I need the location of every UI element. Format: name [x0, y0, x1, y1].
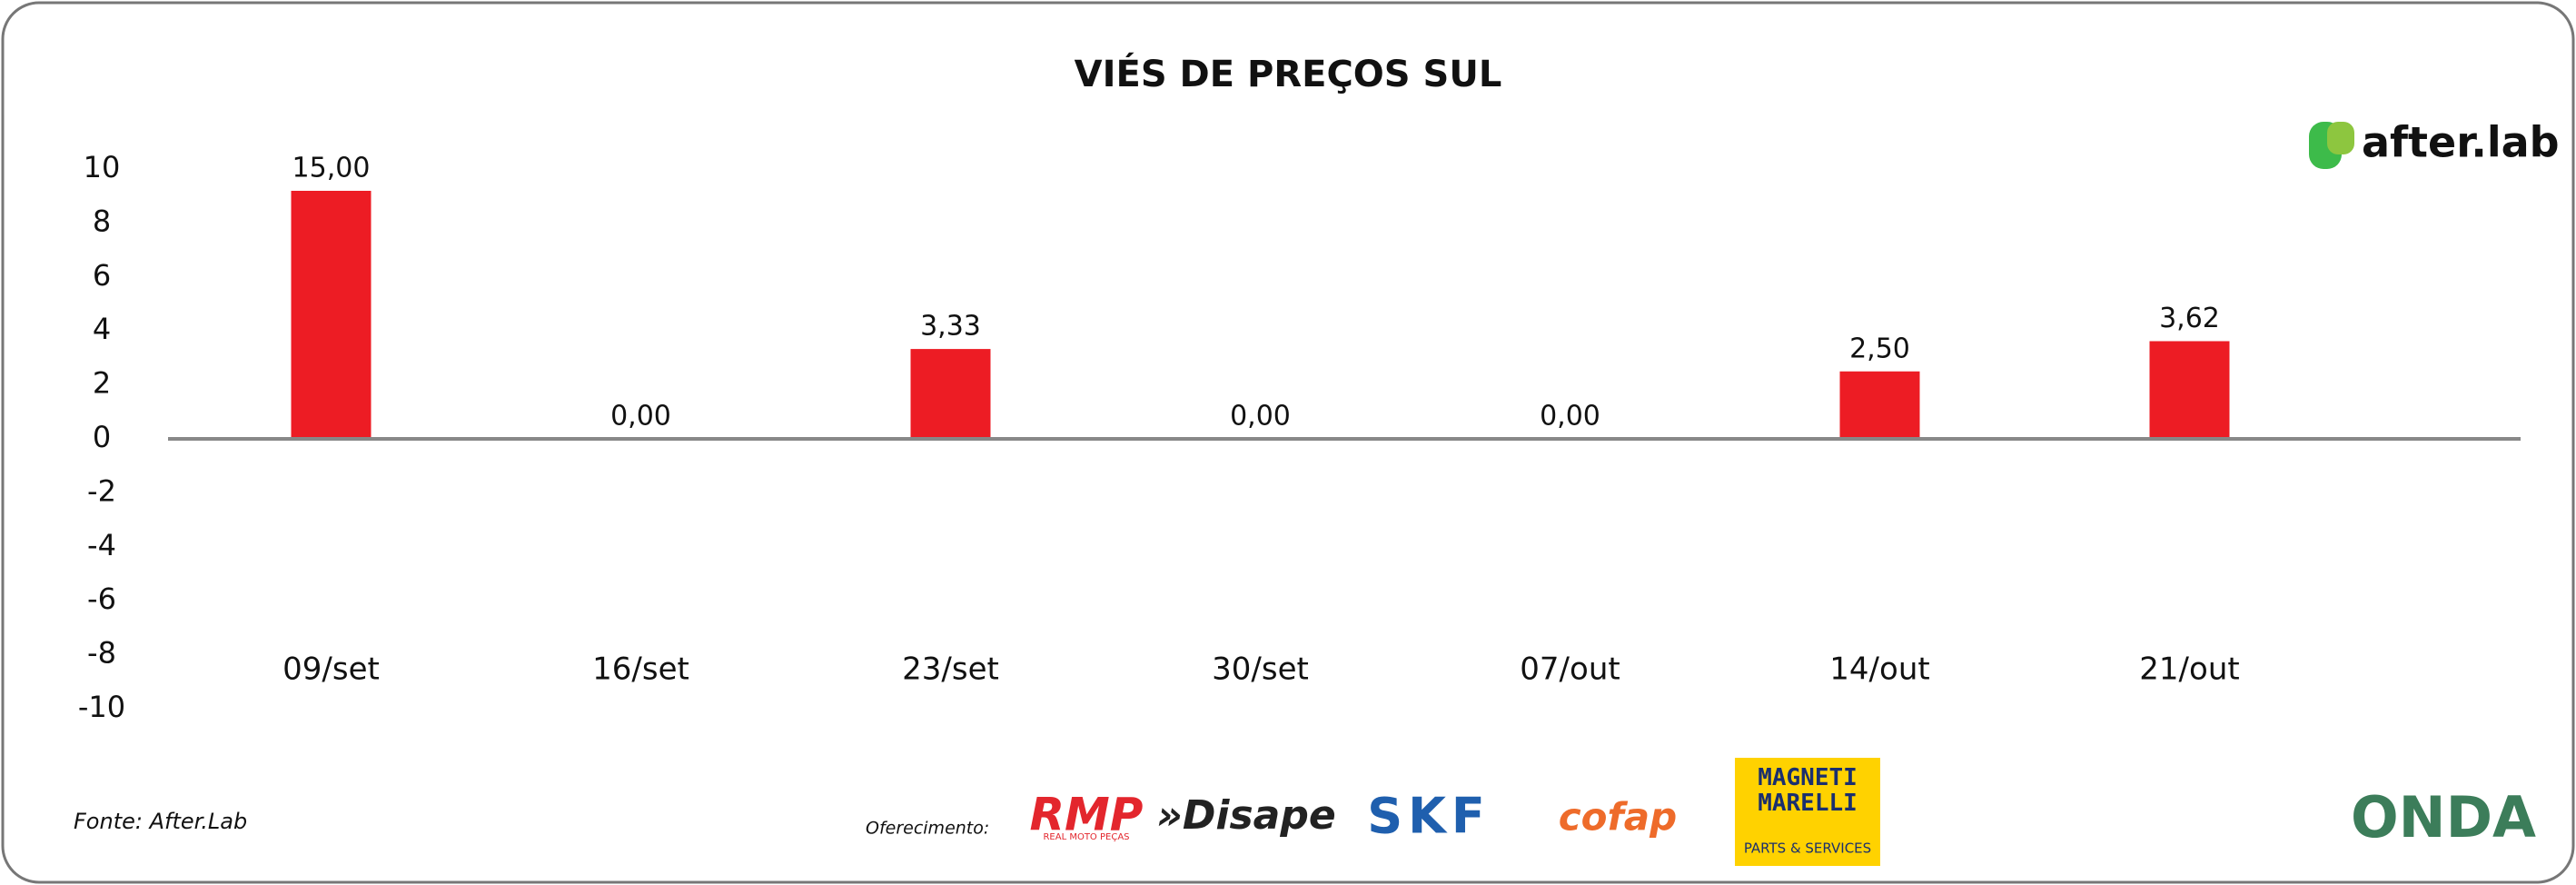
- y-tick-label: 10: [84, 150, 121, 184]
- y-tick-label: -6: [87, 582, 116, 616]
- value-label: 3,62: [2159, 303, 2220, 334]
- value-label: 0,00: [610, 401, 671, 433]
- x-tick-label: 14/out: [1829, 651, 1929, 688]
- logo-magneti: MAGNETI MARELLI: [1758, 765, 1858, 817]
- y-tick-label: -4: [87, 528, 116, 562]
- x-tick-label: 30/set: [1212, 651, 1309, 688]
- plot-area: [291, 191, 2230, 439]
- bar: [910, 349, 991, 439]
- logo-rmp-sub: REAL MOTO PEÇAS: [1043, 832, 1129, 842]
- x-tick-label: 21/out: [2139, 651, 2239, 688]
- logo-magneti-box: [1735, 758, 1880, 866]
- y-tick-label: 8: [93, 204, 111, 238]
- logo-disape: »Disape: [1156, 792, 1335, 839]
- value-label: 0,00: [1230, 401, 1291, 433]
- logo-onda: ONDA: [2351, 784, 2536, 850]
- value-label: 3,33: [920, 311, 981, 343]
- logo-skf: SKF: [1367, 788, 1491, 845]
- source: Fonte: After.Lab: [74, 809, 247, 834]
- logo-magneti-sub: PARTS & SERVICES: [1744, 840, 1871, 857]
- y-tick-label: -10: [78, 690, 125, 724]
- logo-cofap: cofap: [1559, 795, 1677, 840]
- logo-rmp: RMP: [1030, 789, 1144, 841]
- y-tick-label: -2: [87, 473, 116, 508]
- logo-shape: [2327, 122, 2354, 154]
- value-label: 0,00: [1540, 401, 1600, 433]
- chart-title: VIÉS DE PREÇOS SUL: [1075, 52, 1502, 95]
- x-tick-label: 09/set: [282, 651, 380, 688]
- x-tick-label: 23/set: [902, 651, 999, 688]
- bar: [1839, 371, 1920, 439]
- value-label: 2,50: [1849, 333, 1910, 364]
- logo-magneti-wrap: MAGNETI MARELLI: [1758, 765, 1858, 817]
- bar: [2149, 341, 2230, 439]
- brand-text: after.lab: [2362, 118, 2560, 167]
- y-tick-label: 0: [93, 420, 111, 454]
- value-label: 15,00: [292, 153, 371, 184]
- y-tick-label: 2: [93, 366, 111, 401]
- y-tick-label: 6: [93, 258, 111, 293]
- x-tick-label: 07/out: [1520, 651, 1620, 688]
- bar: [291, 191, 372, 439]
- brand-logo: after.lab: [2309, 118, 2560, 169]
- y-tick-label: 4: [93, 312, 111, 346]
- sponsor-label: Oferecimento:: [866, 819, 989, 839]
- x-tick-label: 16/set: [592, 651, 689, 688]
- y-tick-label: -8: [87, 636, 116, 671]
